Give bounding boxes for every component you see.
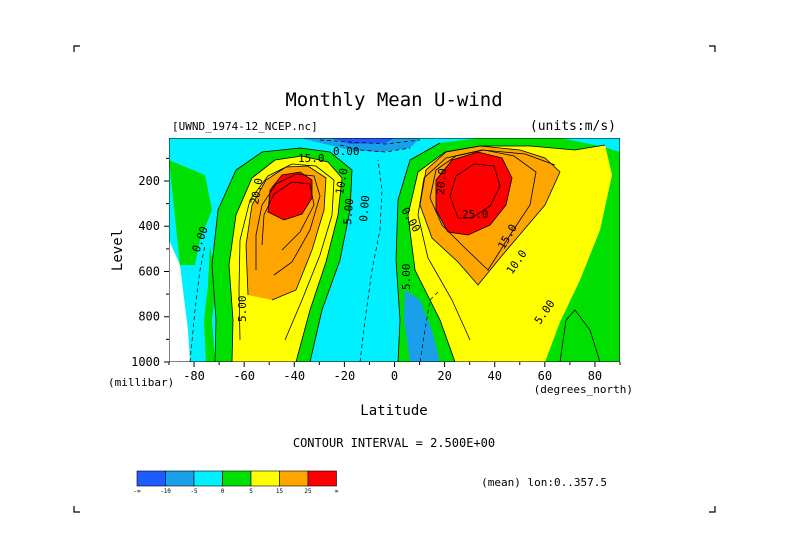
dataset-label: [UWND_1974-12_NCEP.nc] (172, 120, 318, 133)
colorbar-swatch (307, 470, 337, 487)
x-tick-label: 0 (391, 369, 398, 383)
contour-label: 20.0 (248, 177, 265, 205)
x-tick-label: -20 (334, 369, 356, 383)
colorbar: -∞ -10 -5 0 5 15 25 ∞ (133, 470, 339, 495)
units-label: (units:m/s) (530, 119, 616, 134)
chart-title: Monthly Mean U-wind (285, 89, 502, 111)
x-tick-label: 60 (538, 369, 552, 383)
x-tick-label: 20 (437, 369, 451, 383)
north-jet-red (436, 152, 512, 235)
y-tick-label: 1000 (131, 355, 160, 369)
y-tick-label: 400 (138, 219, 160, 233)
contour-interval: CONTOUR INTERVAL = 2.500E+00 (293, 436, 495, 450)
colorbar-swatch (136, 470, 166, 487)
contour-label: 10.0 (333, 167, 350, 195)
x-tick-label: -60 (233, 369, 255, 383)
y-axis-units: (millibar) (108, 376, 174, 389)
colorbar-swatch (193, 470, 223, 487)
plot-area (169, 138, 620, 362)
contour-label: 5.00 (236, 296, 249, 323)
y-tick-label: 800 (138, 310, 160, 324)
x-tick-label: 80 (588, 369, 602, 383)
contour-label: 20.0 (434, 168, 449, 196)
y-tick-label: 600 (138, 264, 160, 278)
colorbar-swatch (279, 470, 309, 487)
colorbar-label: -5 (190, 488, 198, 495)
y-axis: 200 400 600 800 1000 (131, 157, 169, 369)
contour-label: 0.00 (333, 145, 360, 158)
contour-label: 0.00 (357, 195, 372, 223)
y-tick-label: 200 (138, 174, 160, 188)
contour-label: 5.00 (400, 264, 413, 291)
x-axis-units: (degrees_north) (534, 383, 633, 396)
y-axis-title: Level (110, 229, 126, 271)
x-tick-label: -80 (183, 369, 205, 383)
contour-label: 15.0 (298, 152, 325, 165)
colorbar-label: 25 (304, 488, 312, 495)
colorbar-swatch (250, 470, 280, 487)
mean-note: (mean) lon:0..357.5 (481, 476, 607, 489)
colorbar-swatch (165, 470, 195, 487)
colorbar-label: -10 (160, 488, 171, 495)
colorbar-label: 0 (221, 488, 225, 495)
x-tick-label: 40 (487, 369, 501, 383)
x-axis-title: Latitude (360, 403, 427, 419)
colorbar-label: 15 (276, 488, 284, 495)
x-tick-label: -40 (283, 369, 305, 383)
colorbar-label: 5 (249, 488, 253, 495)
colorbar-label: -∞ (133, 488, 141, 495)
contour-label: 5.00 (341, 198, 356, 226)
contour-label: 25.0 (462, 208, 489, 221)
corner-marks (73, 45, 716, 513)
colorbar-swatch (222, 470, 252, 487)
x-axis: -80 -60 -40 -20 0 20 40 60 80 (168, 362, 621, 383)
south-jet-red (268, 172, 312, 220)
colorbar-label: ∞ (335, 488, 339, 495)
